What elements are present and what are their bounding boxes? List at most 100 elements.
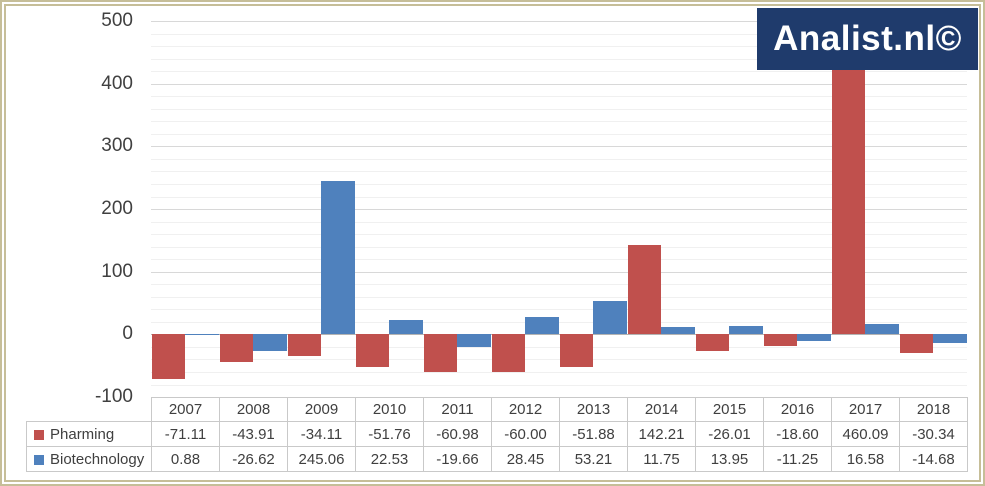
bar-biotechnology-2010 xyxy=(389,320,423,335)
bar-biotechnology-2017 xyxy=(865,323,899,335)
minor-gridline xyxy=(151,346,967,348)
minor-gridline xyxy=(151,221,967,223)
y-axis-tick-label: 0 xyxy=(122,323,133,344)
major-gridline xyxy=(151,271,967,273)
minor-gridline xyxy=(151,321,967,323)
bar-pharming-2008 xyxy=(219,334,253,362)
minor-gridline xyxy=(151,284,967,286)
bar-pharming-2009 xyxy=(287,334,321,356)
plot-area xyxy=(151,21,967,398)
value-cell: 245.06 xyxy=(287,446,356,472)
year-header-cell: 2017 xyxy=(831,397,900,422)
minor-gridline xyxy=(151,296,967,298)
y-axis-tick-label: 400 xyxy=(101,73,133,94)
bar-pharming-2010 xyxy=(355,334,389,367)
bar-pharming-2014 xyxy=(627,245,661,335)
major-gridline xyxy=(151,146,967,148)
table-row-pharming: Pharming -71.11 -43.91 -34.11 -51.76 -60.98 -6… xyxy=(26,421,968,447)
minor-gridline xyxy=(151,108,967,110)
year-header-cell: 2015 xyxy=(695,397,764,422)
bar-pharming-2015 xyxy=(695,334,729,351)
value-cell: 22.53 xyxy=(355,446,424,472)
bar-biotechnology-2018 xyxy=(933,334,967,344)
legend-cell-pharming: Pharming xyxy=(26,421,152,447)
minor-gridline xyxy=(151,71,967,73)
value-cell: -11.25 xyxy=(763,446,832,472)
value-cell: -43.91 xyxy=(219,421,288,447)
year-header-cell: 2007 xyxy=(151,397,220,422)
year-header-cell: 2011 xyxy=(423,397,492,422)
minor-gridline xyxy=(151,171,967,173)
minor-gridline xyxy=(151,46,967,48)
major-gridline xyxy=(151,83,967,85)
value-cell: -51.88 xyxy=(559,421,628,447)
year-header-cell: 2016 xyxy=(763,397,832,422)
bar-biotechnology-2012 xyxy=(525,316,559,335)
minor-gridline xyxy=(151,33,967,35)
legend-marker-icon xyxy=(34,429,44,440)
value-cell: 13.95 xyxy=(695,446,764,472)
bar-pharming-2012 xyxy=(491,334,525,372)
y-axis-tick-label: 300 xyxy=(101,135,133,156)
minor-gridline xyxy=(151,133,967,135)
bar-pharming-2017 xyxy=(831,46,865,335)
bar-pharming-2007 xyxy=(151,334,185,379)
minor-gridline xyxy=(151,234,967,236)
bar-pharming-2018 xyxy=(899,334,933,354)
table-row-biotechnology: Biotechnology 0.88 -26.62 245.06 22.53 -19.66… xyxy=(26,446,968,472)
value-cell: 0.88 xyxy=(151,446,220,472)
value-cell: -30.34 xyxy=(899,421,968,447)
y-axis-tick-label: 200 xyxy=(101,198,133,219)
y-axis-tick-label: 100 xyxy=(101,261,133,282)
value-cell: -18.60 xyxy=(763,421,832,447)
value-cell: -71.11 xyxy=(151,421,220,447)
bar-pharming-2011 xyxy=(423,334,457,373)
value-cell: 16.58 xyxy=(831,446,900,472)
value-cell: -51.76 xyxy=(355,421,424,447)
legend-label: Biotechnology xyxy=(50,450,145,468)
bar-biotechnology-2013 xyxy=(593,301,627,335)
zero-gridline xyxy=(151,334,967,336)
bar-pharming-2016 xyxy=(763,334,797,346)
data-table: 2007 2008 2009 2010 2011 2012 2013 2014 2015 2016… xyxy=(26,397,968,472)
year-header-cell: 2010 xyxy=(355,397,424,422)
bar-biotechnology-2015 xyxy=(729,325,763,335)
major-gridline xyxy=(151,21,967,22)
major-gridline xyxy=(151,209,967,210)
table-corner-blank xyxy=(27,398,152,422)
bar-biotechnology-2011 xyxy=(457,334,491,347)
minor-gridline xyxy=(151,158,967,160)
analist-logo: Analist.nl© xyxy=(757,8,978,70)
year-header-cell: 2013 xyxy=(559,397,628,422)
value-cell: 11.75 xyxy=(627,446,696,472)
y-axis-tick-label: 500 xyxy=(101,10,133,31)
minor-gridline xyxy=(151,259,967,261)
minor-gridline xyxy=(151,359,967,361)
year-header-cell: 2014 xyxy=(627,397,696,422)
value-cell: -60.98 xyxy=(423,421,492,447)
bar-biotechnology-2007 xyxy=(185,333,219,335)
bar-biotechnology-2014 xyxy=(661,327,695,335)
y-axis-tick-label: -100 xyxy=(94,386,133,407)
value-cell: -60.00 xyxy=(491,421,560,447)
legend-marker-icon xyxy=(34,454,44,465)
legend-cell-biotechnology: Biotechnology xyxy=(26,446,152,472)
minor-gridline xyxy=(151,384,967,386)
value-cell: -26.01 xyxy=(695,421,764,447)
value-cell: 460.09 xyxy=(831,421,900,447)
year-header-cell: 2012 xyxy=(491,397,560,422)
legend-label: Pharming xyxy=(50,425,115,443)
minor-gridline xyxy=(151,96,967,98)
value-cell: -19.66 xyxy=(423,446,492,472)
value-cell: 28.45 xyxy=(491,446,560,472)
minor-gridline xyxy=(151,183,967,185)
year-header-cell: 2009 xyxy=(287,397,356,422)
minor-gridline xyxy=(151,246,967,248)
value-cell: -34.11 xyxy=(287,421,356,447)
value-cell: 142.21 xyxy=(627,421,696,447)
minor-gridline xyxy=(151,58,967,60)
year-header-cell: 2008 xyxy=(219,397,288,422)
bar-biotechnology-2016 xyxy=(797,334,831,342)
bar-biotechnology-2008 xyxy=(253,334,287,351)
bar-pharming-2013 xyxy=(559,334,593,367)
